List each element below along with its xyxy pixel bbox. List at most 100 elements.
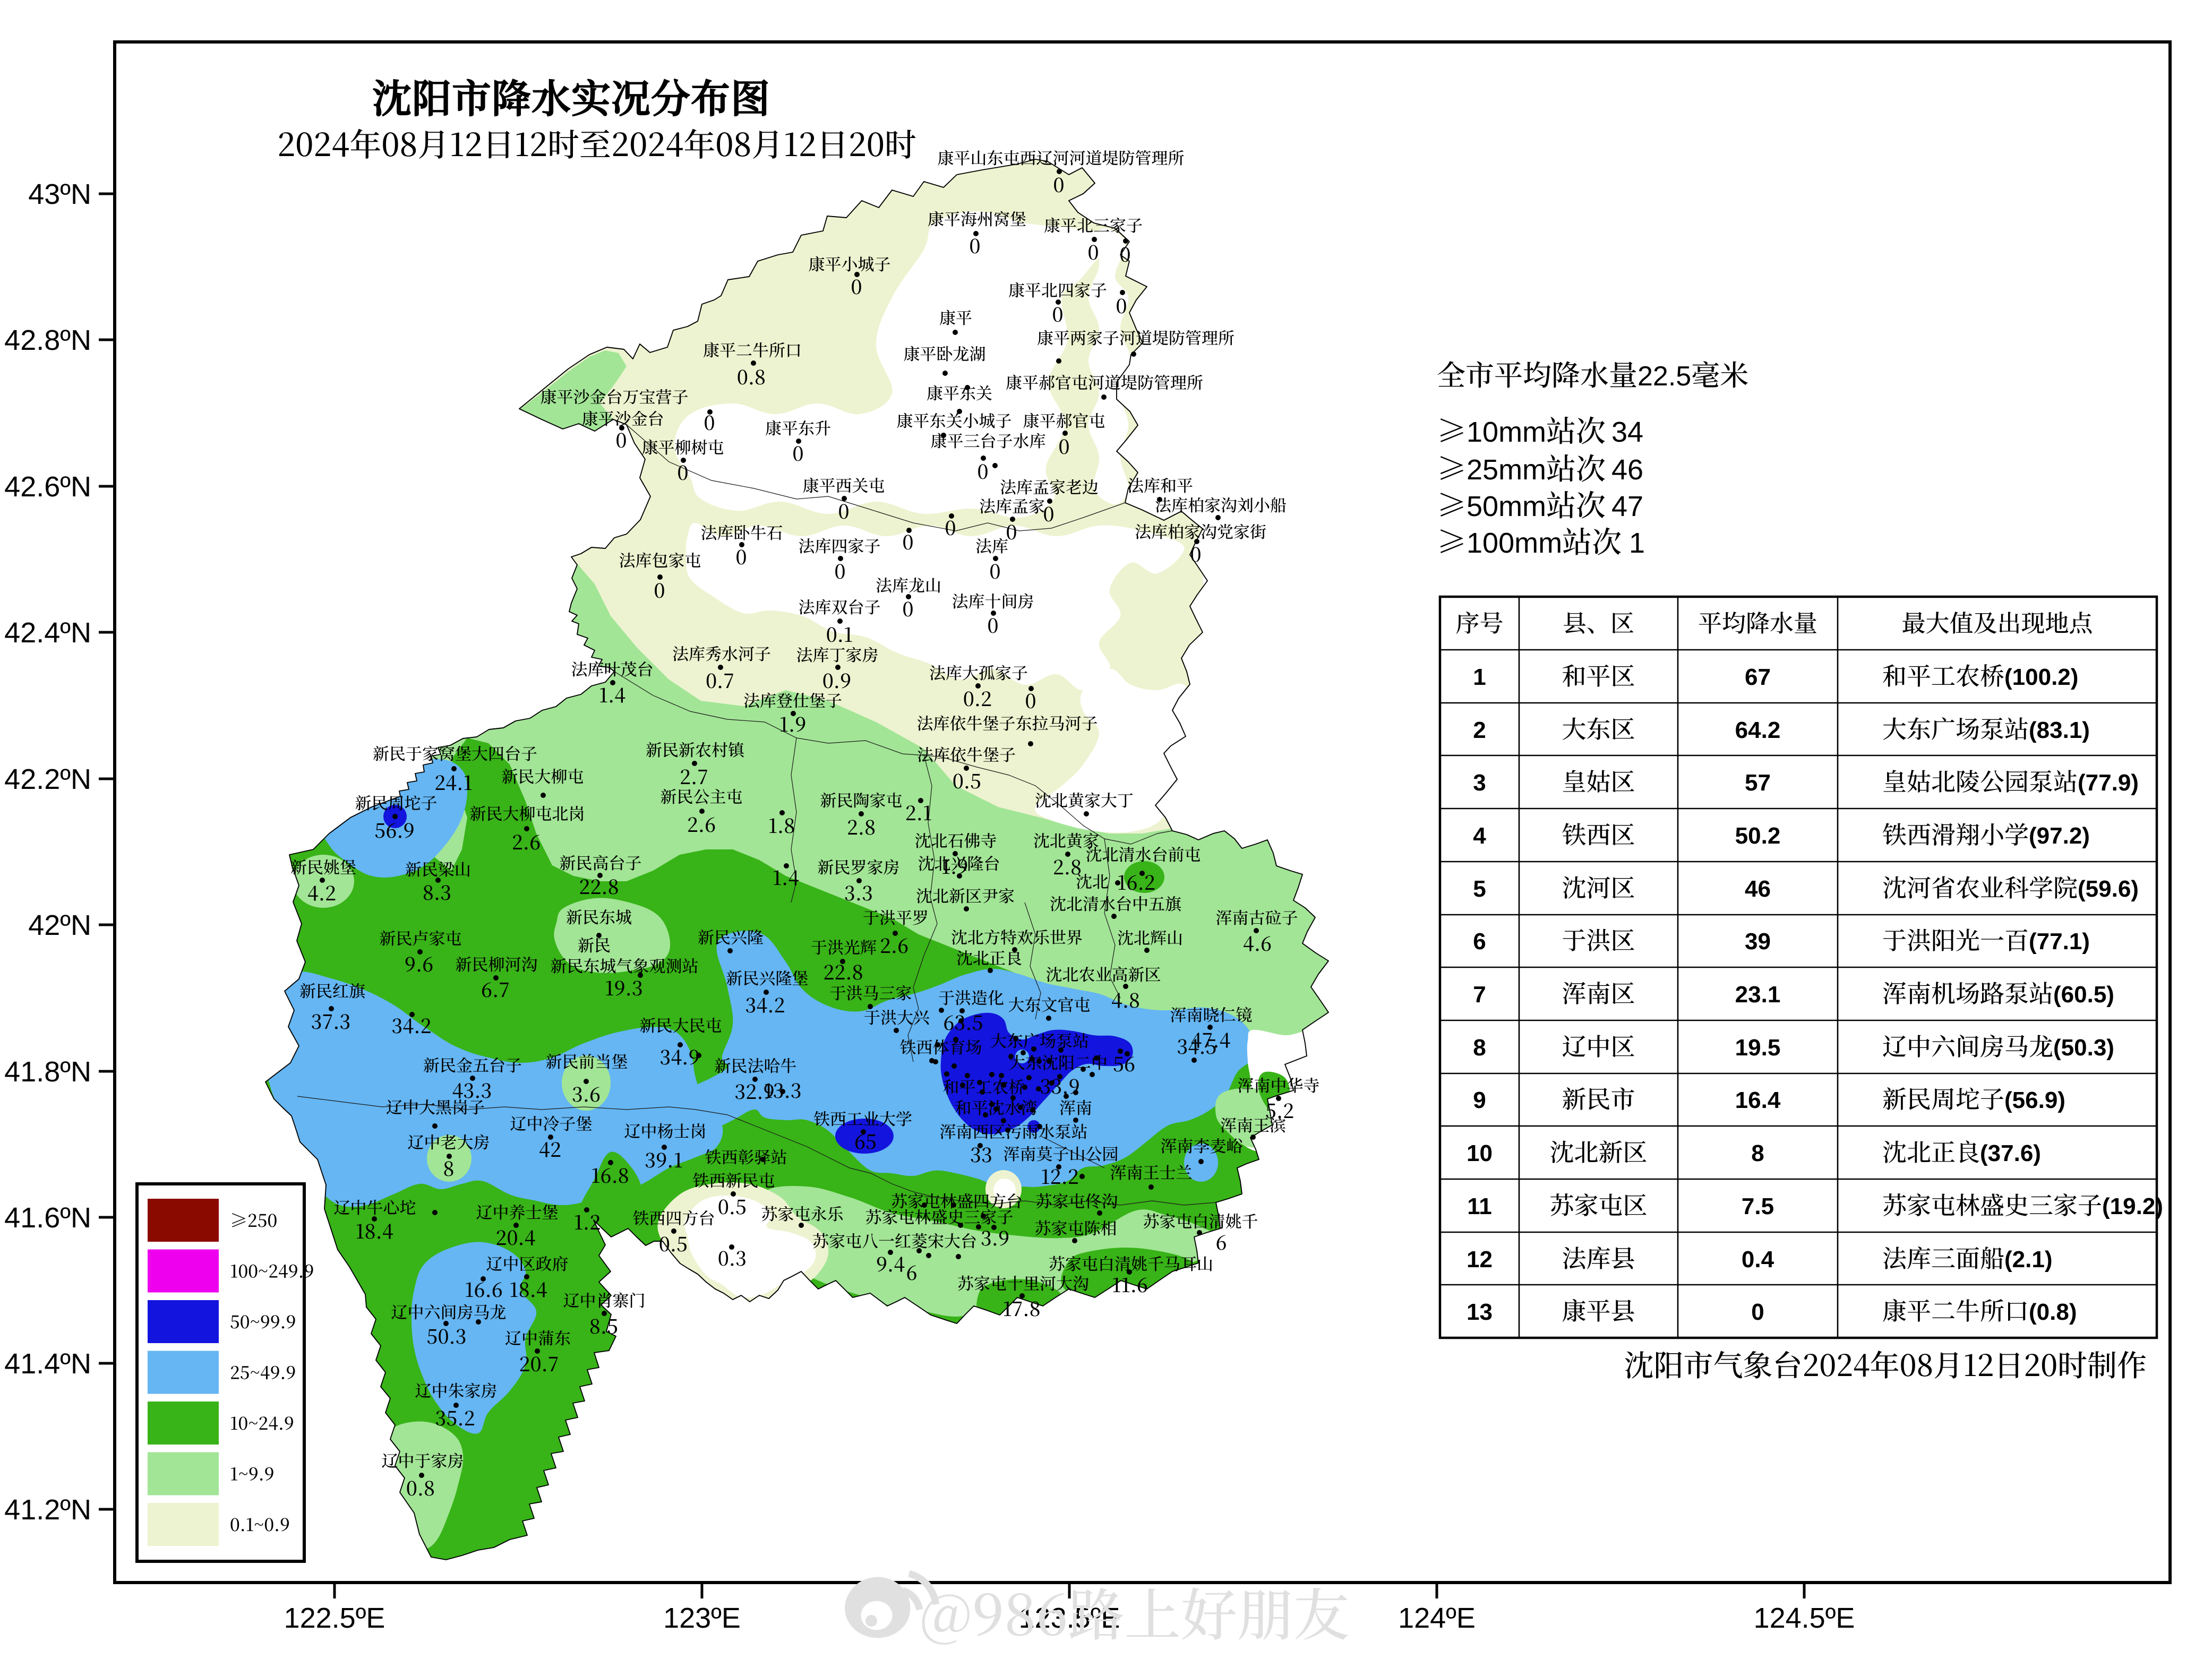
svg-text:2.8: 2.8 (1053, 852, 1082, 880)
svg-text:辽中蒲东: 辽中蒲东 (505, 1325, 571, 1349)
svg-text:和平区: 和平区 (1562, 657, 1635, 692)
svg-text:0: 0 (835, 556, 846, 584)
svg-text:沈北正良(37.6): 沈北正良(37.6) (1882, 1133, 2041, 1168)
svg-text:9.6: 9.6 (405, 949, 433, 977)
svg-text:新民大柳屯北岗: 新民大柳屯北岗 (470, 801, 585, 824)
svg-text:6: 6 (906, 1257, 917, 1286)
svg-text:辽中于家房: 辽中于家房 (382, 1448, 464, 1472)
svg-text:铁西体育场: 铁西体育场 (900, 1034, 982, 1058)
svg-text:24.1: 24.1 (434, 767, 473, 796)
svg-text:苏家屯永乐: 苏家屯永乐 (761, 1201, 844, 1225)
svg-text:新民兴隆堡: 新民兴隆堡 (726, 965, 809, 989)
svg-text:新民金五台子: 新民金五台子 (423, 1052, 522, 1076)
svg-text:辽中老大房: 辽中老大房 (408, 1129, 490, 1153)
svg-text:6: 6 (1215, 1227, 1227, 1256)
svg-text:19.3: 19.3 (605, 973, 643, 1001)
svg-text:0.8: 0.8 (406, 1473, 435, 1501)
svg-text:辽中肖寨门: 辽中肖寨门 (563, 1287, 646, 1311)
svg-text:新民大柳屯: 新民大柳屯 (502, 763, 584, 787)
svg-text:8.5: 8.5 (589, 1311, 618, 1339)
svg-text:1.9: 1.9 (779, 709, 807, 737)
svg-text:苏家屯林盛史三家子(19.2): 苏家屯林盛史三家子(19.2) (1882, 1187, 2163, 1222)
svg-text:康平卧龙湖: 康平卧龙湖 (904, 341, 986, 365)
svg-text:41.4ºN: 41.4ºN (4, 1348, 91, 1380)
svg-text:0: 0 (1053, 169, 1065, 198)
svg-text:0.2: 0.2 (963, 683, 992, 712)
svg-text:康平郝官屯: 康平郝官屯 (1023, 408, 1105, 432)
svg-text:10: 10 (1467, 1140, 1493, 1166)
svg-text:浑南莫子山公园: 浑南莫子山公园 (1004, 1141, 1119, 1165)
svg-text:苏家屯陈相: 苏家屯陈相 (1035, 1215, 1117, 1239)
svg-text:法库十间房: 法库十间房 (952, 588, 1034, 612)
svg-text:2: 2 (1473, 717, 1486, 743)
svg-text:苏家屯十里河大沟: 苏家屯十里河大沟 (957, 1270, 1089, 1294)
svg-text:沈河区: 沈河区 (1562, 869, 1635, 904)
svg-text:康平东升: 康平东升 (765, 415, 831, 439)
svg-text:124ºE: 124ºE (1398, 1602, 1476, 1634)
svg-text:16.8: 16.8 (591, 1160, 629, 1189)
svg-text:13: 13 (1467, 1299, 1493, 1325)
svg-text:8.3: 8.3 (423, 877, 451, 906)
svg-text:浑南王士兰: 浑南王士兰 (1110, 1159, 1193, 1183)
svg-text:康平郝官屯河道堤防管理所: 康平郝官屯河道堤防管理所 (1006, 369, 1203, 393)
svg-text:康平县: 康平县 (1562, 1292, 1635, 1327)
svg-text:大东区: 大东区 (1562, 710, 1635, 745)
svg-text:新民周坨子(56.9): 新民周坨子(56.9) (1882, 1080, 2065, 1115)
svg-text:辽中冷子堡: 辽中冷子堡 (510, 1111, 593, 1134)
svg-text:康平北四家子: 康平北四家子 (1008, 277, 1107, 301)
svg-text:1.4: 1.4 (599, 680, 626, 708)
svg-text:康平山东屯西辽河河道堤防管理所: 康平山东屯西辽河河道堤防管理所 (938, 145, 1185, 169)
svg-text:新民法哈牛: 新民法哈牛 (715, 1053, 797, 1077)
svg-text:2024年08月12日12时至2024年08月12日20时: 2024年08月12日12时至2024年08月12日20时 (277, 120, 916, 166)
svg-text:新民梁山: 新民梁山 (405, 856, 471, 880)
svg-text:7: 7 (1473, 982, 1486, 1008)
svg-text:22.8: 22.8 (823, 957, 863, 985)
svg-text:沈北清水台中五旗: 沈北清水台中五旗 (1050, 891, 1181, 915)
svg-text:沈北黄家: 沈北黄家 (1033, 828, 1099, 852)
svg-text:0: 0 (1025, 685, 1036, 714)
svg-text:康平: 康平 (939, 305, 972, 329)
svg-text:3: 3 (1473, 770, 1486, 796)
svg-text:新民姚堡: 新民姚堡 (290, 854, 356, 878)
svg-text:法库秀水河子: 法库秀水河子 (672, 641, 771, 665)
svg-text:10~24.9: 10~24.9 (230, 1410, 294, 1435)
svg-text:39.1: 39.1 (645, 1145, 683, 1173)
svg-text:65: 65 (854, 1126, 877, 1155)
svg-text:新民于家窝堡大四台子: 新民于家窝堡大四台子 (373, 741, 537, 764)
svg-text:1.2: 1.2 (574, 1207, 601, 1235)
svg-text:6.7: 6.7 (481, 974, 510, 1003)
svg-text:沈北石佛寺: 沈北石佛寺 (915, 828, 997, 852)
svg-text:于洪区: 于洪区 (1562, 922, 1635, 957)
svg-text:辽中杨士岗: 辽中杨士岗 (624, 1118, 707, 1142)
svg-text:于洪大兴: 于洪大兴 (864, 1004, 930, 1028)
svg-text:50.3: 50.3 (426, 1321, 466, 1349)
svg-text:铁西四方台: 铁西四方台 (633, 1205, 715, 1229)
svg-text:2.6: 2.6 (512, 827, 541, 855)
svg-text:1: 1 (1629, 527, 1645, 559)
svg-text:35.2: 35.2 (435, 1403, 475, 1431)
svg-text:32.9: 32.9 (734, 1076, 774, 1105)
svg-text:39: 39 (1745, 929, 1771, 955)
svg-text:辽中牛心坨: 辽中牛心坨 (334, 1194, 416, 1218)
svg-text:新民东城: 新民东城 (566, 904, 632, 928)
svg-text:法库和平: 法库和平 (1127, 472, 1193, 496)
svg-text:0: 0 (616, 425, 627, 453)
svg-text:0: 0 (903, 594, 914, 622)
svg-text:18.4: 18.4 (509, 1274, 547, 1303)
svg-text:于洪平罗: 于洪平罗 (863, 905, 929, 929)
svg-text:新民高台子: 新民高台子 (560, 850, 642, 874)
svg-text:法库四家子: 法库四家子 (799, 533, 881, 557)
svg-text:浑南王滨: 浑南王滨 (1220, 1112, 1286, 1136)
svg-text:沈北农业高新区: 沈北农业高新区 (1046, 961, 1161, 985)
svg-text:康平西关屯: 康平西关屯 (803, 472, 885, 496)
svg-text:0: 0 (903, 527, 914, 555)
svg-text:@986路上好朋友: @986路上好朋友 (920, 1571, 1350, 1652)
svg-text:浑南机场路泵站(60.5): 浑南机场路泵站(60.5) (1882, 975, 2114, 1010)
svg-text:法库卧牛石: 法库卧牛石 (701, 520, 783, 544)
svg-text:12: 12 (1467, 1247, 1493, 1273)
svg-text:42ºN: 42ºN (28, 909, 91, 941)
svg-text:沈北新区尹家: 沈北新区尹家 (916, 883, 1015, 907)
svg-text:16.4: 16.4 (1735, 1087, 1781, 1113)
svg-text:铁西彰驿站: 铁西彰驿站 (705, 1144, 787, 1168)
svg-text:苏家屯区: 苏家屯区 (1550, 1187, 1648, 1222)
